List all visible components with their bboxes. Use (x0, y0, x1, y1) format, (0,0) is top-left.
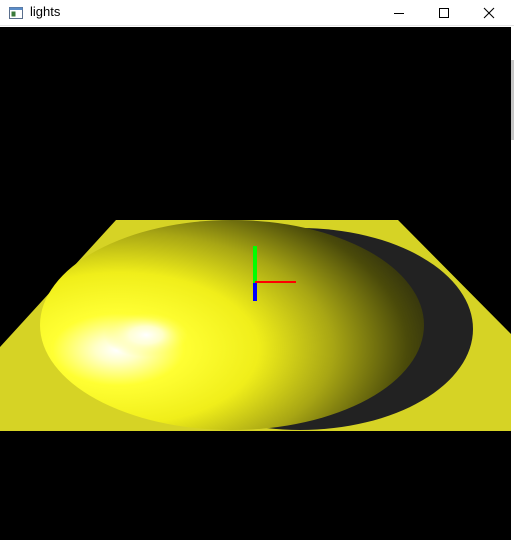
render-viewport[interactable] (0, 27, 511, 540)
3d-scene (0, 220, 511, 431)
minimize-icon (394, 13, 404, 14)
title-bar[interactable]: lights (0, 0, 514, 26)
maximize-icon (439, 8, 449, 18)
app-window-icon (8, 5, 24, 21)
window-edge (511, 27, 514, 540)
lit-sphere (40, 220, 424, 430)
specular-highlight (104, 313, 188, 357)
close-icon (483, 7, 495, 19)
window-title: lights (30, 4, 61, 19)
close-button[interactable] (466, 0, 512, 26)
maximize-button[interactable] (421, 0, 467, 26)
scrollbar-thumb[interactable] (511, 60, 514, 140)
minimize-button[interactable] (376, 0, 422, 26)
